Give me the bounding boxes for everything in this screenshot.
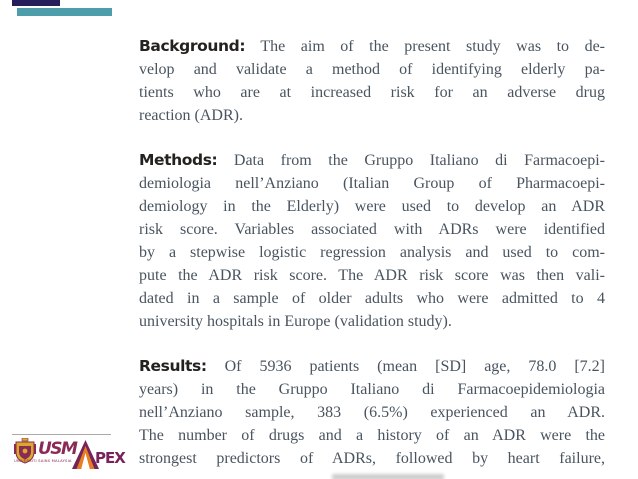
section-label: Methods:	[139, 151, 218, 169]
abstract-line: pute the ADR risk score. The ADR risk sc…	[139, 267, 605, 284]
section-label: Results:	[139, 357, 207, 375]
abstract-line: nell’Anziano sample, 383 (6.5%) experien…	[139, 404, 605, 421]
abstract-section-results: Results: Of 5936 patients (mean [SD] age…	[139, 355, 605, 470]
abstract-section-methods: Methods: Data from the Gruppo Italiano d…	[139, 149, 605, 333]
abstract-line: tients who are at increased risk for an …	[139, 84, 605, 101]
abstract-line: Background: The aim of the present study…	[139, 37, 605, 55]
abstract-line: by a stepwise logistic regression analys…	[139, 244, 605, 261]
footer-logos: USM UNIVERSITI SAINS MALAYSIA PEX	[14, 437, 134, 475]
abstract-line: reaction (ADR).	[139, 107, 243, 124]
cutoff-text-fragment	[332, 474, 444, 479]
abstract-line: years) in the Gruppo Italiano di Farmaco…	[139, 381, 605, 398]
apex-logo: PEX	[72, 440, 134, 472]
footer-divider	[12, 434, 111, 435]
abstract-line: The number of drugs and a history of an …	[139, 427, 605, 444]
navy-accent-bar	[12, 0, 60, 6]
abstract-line: velop and validate a method of identifyi…	[139, 61, 605, 78]
abstract-line: risk score. Variables associated with AD…	[139, 221, 605, 238]
section-label: Background:	[139, 37, 246, 55]
teal-accent-bar	[17, 8, 112, 16]
usm-subtext: UNIVERSITI SAINS MALAYSIA	[14, 459, 72, 464]
abstract-line: demiologia nell’Anziano (Italian Group o…	[139, 175, 605, 192]
abstract-section-background: Background: The aim of the present study…	[139, 35, 605, 127]
abstract-line: demiology in the Elderly) were used to d…	[139, 198, 605, 215]
usm-wordmark: USM	[38, 439, 78, 459]
abstract-line: Methods: Data from the Gruppo Italiano d…	[139, 151, 605, 169]
abstract-line: Results: Of 5936 patients (mean [SD] age…	[139, 357, 605, 375]
abstract-line: university hospitals in Europe (validati…	[139, 313, 452, 330]
apex-wordmark: PEX	[95, 449, 126, 467]
abstract: Background: The aim of the present study…	[139, 35, 605, 479]
apex-triangle-icon	[72, 440, 100, 469]
usm-crest-icon	[14, 437, 36, 464]
abstract-line: dated in a sample of older adults who we…	[139, 290, 605, 307]
abstract-line: strongest predictors of ADRs, followed b…	[139, 450, 605, 467]
